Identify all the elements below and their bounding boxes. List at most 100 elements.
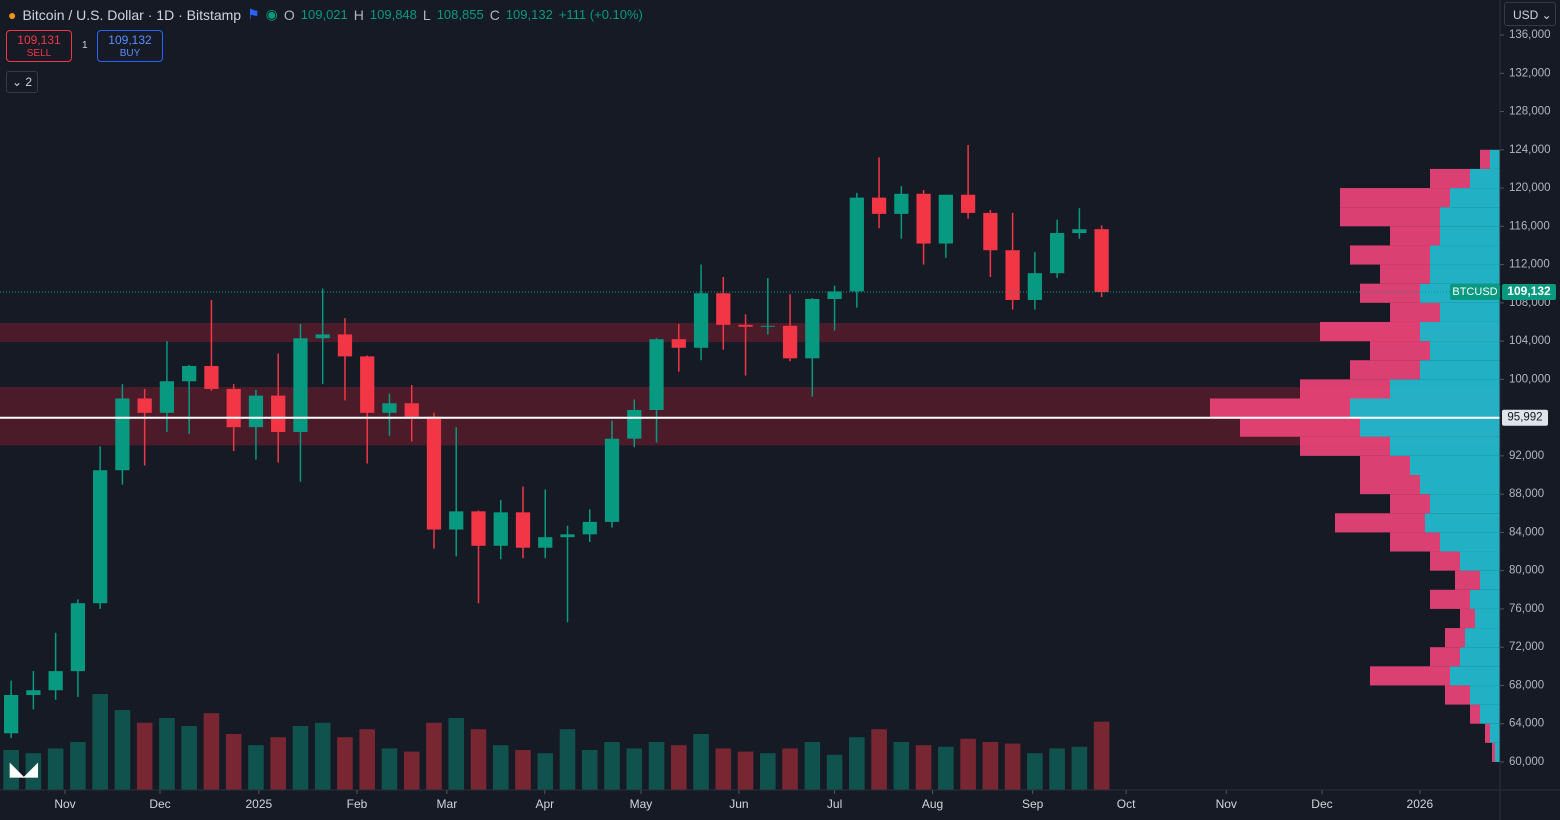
- candle-body: [426, 416, 442, 530]
- candle-body: [738, 324, 753, 327]
- profile-down: [1460, 608, 1475, 629]
- candle-body: [204, 365, 219, 389]
- candle-body: [1094, 229, 1109, 293]
- candle-body: [115, 398, 130, 471]
- candle-body: [315, 334, 330, 339]
- symbol-header: ● Bitcoin / U.S. Dollar · 1D · Bitstamp …: [8, 6, 643, 23]
- profile-down: [1350, 245, 1430, 265]
- profile-up: [1470, 589, 1500, 609]
- volume-bar: [715, 748, 732, 790]
- profile-down: [1360, 475, 1420, 495]
- y-tick-label: 104,000: [1509, 335, 1551, 347]
- candle-body: [671, 339, 686, 348]
- profile-up: [1450, 666, 1500, 686]
- profile-down: [1320, 321, 1420, 342]
- volume-bar: [938, 746, 954, 790]
- volume-bar: [1071, 746, 1088, 790]
- profile-down: [1240, 417, 1360, 437]
- candle-body: [1050, 233, 1065, 274]
- volume-bar: [760, 753, 776, 790]
- volume-bar: [181, 726, 197, 790]
- volume-bar: [225, 734, 242, 790]
- candle-body: [805, 299, 820, 359]
- indicator-toggle[interactable]: ⌄ 2: [6, 71, 38, 93]
- sell-button[interactable]: 109,131 SELL: [6, 30, 72, 62]
- ohlc-key: L: [422, 6, 431, 23]
- volume-bar: [426, 722, 442, 790]
- profile-up: [1430, 245, 1500, 265]
- y-tick-label: 76,000: [1509, 603, 1544, 615]
- y-tick-label: 60,000: [1509, 756, 1544, 768]
- candle-body: [271, 395, 286, 432]
- profile-down: [1390, 532, 1440, 552]
- profile-up: [1480, 704, 1500, 724]
- x-tick-label: Dec: [1311, 797, 1332, 811]
- change: +111 (+0.10%): [558, 7, 643, 22]
- candle-body: [70, 603, 86, 672]
- profile-down: [1390, 302, 1440, 322]
- y-tick-label: 68,000: [1509, 679, 1544, 691]
- candle-body: [960, 194, 976, 213]
- volume-bar: [270, 737, 286, 790]
- y-tick-label: 100,000: [1509, 373, 1551, 385]
- profile-down: [1340, 188, 1450, 208]
- symbol-label: BTCUSD: [1452, 286, 1497, 298]
- volume-bar: [248, 745, 264, 790]
- profile-down: [1455, 570, 1480, 590]
- y-tick-label: 64,000: [1509, 718, 1544, 730]
- candle-body: [582, 521, 597, 535]
- volume-bar: [871, 729, 887, 790]
- x-tick-label: Sep: [1022, 797, 1044, 811]
- volume-bar: [782, 748, 798, 790]
- profile-up: [1440, 302, 1500, 322]
- profile-down: [1360, 283, 1420, 303]
- candle-body: [226, 388, 241, 428]
- buy-price: 109,132: [108, 33, 152, 47]
- candle-body: [1072, 229, 1087, 234]
- candle-body: [337, 334, 353, 357]
- profile-down: [1485, 723, 1490, 743]
- currency-select[interactable]: USD ⌄: [1504, 2, 1556, 26]
- x-tick-label: 2025: [245, 797, 272, 811]
- profile-up: [1390, 436, 1500, 456]
- candle-body: [449, 511, 464, 530]
- candle-body: [293, 338, 308, 432]
- volume-bar: [3, 750, 19, 790]
- profile-up: [1430, 494, 1500, 514]
- candle-body: [649, 339, 664, 410]
- candle-body: [1027, 273, 1042, 300]
- profile-down: [1370, 341, 1430, 361]
- profile-up: [1430, 264, 1500, 284]
- volume-bar: [849, 737, 865, 790]
- x-tick-label: 2026: [1407, 797, 1434, 811]
- volume-bar: [136, 722, 153, 790]
- x-tick-label: Aug: [922, 797, 943, 811]
- ohlc-key: O: [283, 6, 295, 23]
- profile-down: [1430, 589, 1470, 609]
- candle-body: [26, 690, 41, 696]
- profile-up: [1440, 226, 1500, 246]
- profile-down: [1430, 551, 1460, 571]
- profile-down: [1380, 264, 1430, 284]
- volume-bar: [559, 729, 576, 790]
- candle-body: [938, 194, 953, 244]
- ohlc-value: 109,021: [300, 7, 348, 22]
- profile-down: [1480, 149, 1490, 169]
- profile-up: [1490, 149, 1500, 169]
- candle-body: [871, 197, 887, 214]
- x-tick-label: Feb: [347, 797, 368, 811]
- profile-down: [1445, 685, 1470, 705]
- ohlc-value: 109,132: [505, 7, 553, 22]
- profile-down: [1445, 628, 1465, 648]
- buy-button[interactable]: 109,132 BUY: [97, 30, 163, 62]
- candle-body: [248, 395, 264, 428]
- candle-body: [716, 293, 731, 325]
- x-tick-label: Dec: [149, 797, 170, 811]
- y-tick-label: 124,000: [1509, 144, 1551, 156]
- x-tick-label: Apr: [535, 797, 554, 811]
- y-tick-label: 132,000: [1509, 67, 1551, 79]
- zone: [0, 322, 1500, 343]
- candle-body: [560, 534, 575, 538]
- volume-bar: [470, 729, 487, 790]
